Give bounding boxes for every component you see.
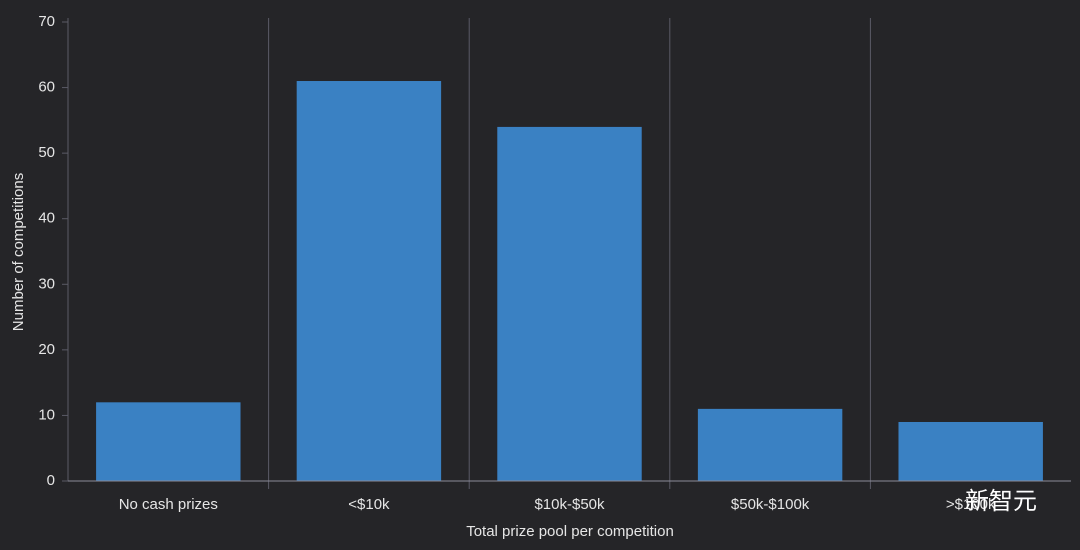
y-tick-label: 70 <box>38 13 55 30</box>
x-axis-title: Total prize pool per competition <box>466 523 674 540</box>
y-tick-label: 40 <box>38 210 55 227</box>
x-tick-label: <$10k <box>348 496 390 513</box>
y-tick-label: 60 <box>38 79 55 96</box>
y-tick-label: 0 <box>47 472 55 489</box>
bar <box>296 81 442 481</box>
y-tick-label: 50 <box>38 144 55 161</box>
x-tick-label: $50k-$100k <box>731 496 810 513</box>
watermark: 新智元 <box>965 487 1037 515</box>
bar <box>497 126 642 482</box>
y-tick-label: 10 <box>38 406 55 423</box>
bar <box>898 421 1043 481</box>
x-tick-label: $10k-$50k <box>534 496 605 513</box>
y-axis-title: Number of competitions <box>10 173 27 331</box>
y-tick-label: 30 <box>38 275 55 292</box>
y-tick-label: 20 <box>38 341 55 358</box>
x-tick-label: >$100k <box>946 496 996 513</box>
bar <box>697 408 843 481</box>
bar <box>96 402 241 481</box>
x-tick-label: No cash prizes <box>119 496 218 513</box>
